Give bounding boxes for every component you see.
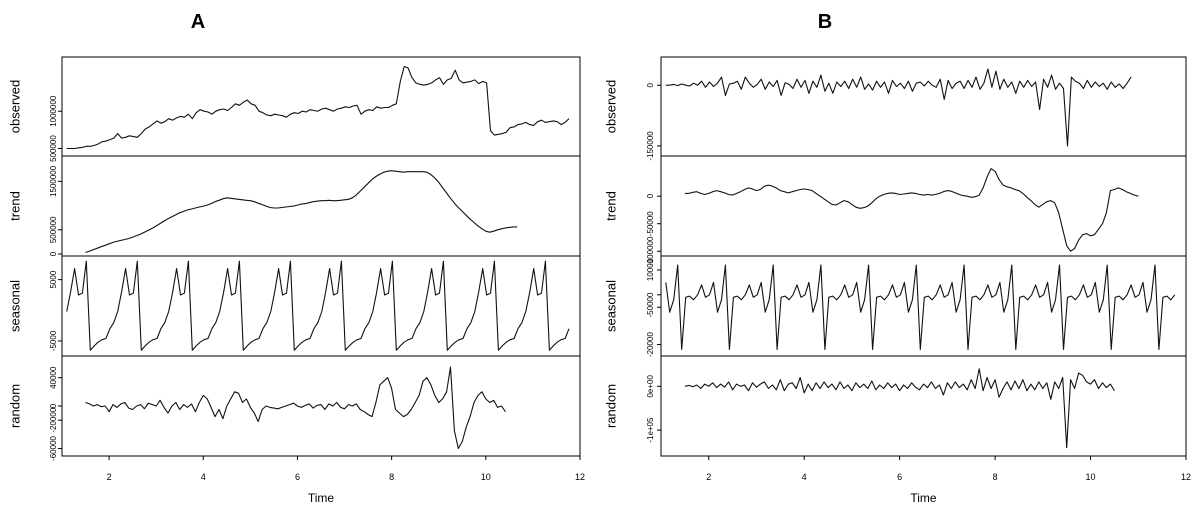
panel-label-seasonal: seasonal	[603, 280, 618, 332]
panel-trend: 1500000 500000 0 trend	[7, 155, 581, 257]
y-tick-label: 0	[646, 292, 655, 297]
series-line	[665, 68, 1132, 147]
x-tick-label: 2	[706, 472, 711, 482]
y-tick-label: 500000	[49, 135, 58, 162]
y-tick-label: -100000	[646, 236, 655, 266]
y-tick-label: 500000	[49, 216, 58, 243]
series-line	[66, 65, 570, 150]
y-tick-label: 10000	[646, 258, 655, 281]
panel-frame	[660, 56, 1187, 157]
x-tick-label: 10	[1086, 472, 1096, 482]
series-line	[684, 168, 1139, 252]
panel-observed: 1000000 500000 observed	[7, 56, 581, 162]
y-tick-label: 0	[646, 82, 655, 87]
panel-label-trend: trend	[7, 191, 22, 221]
x-tick-label: 12	[575, 472, 585, 482]
panel-frame	[61, 155, 581, 257]
panel-label-seasonal: seasonal	[7, 280, 22, 332]
y-tick-label: -20000	[646, 332, 655, 357]
chart-title: B	[818, 11, 832, 33]
panel-label-trend: trend	[603, 191, 618, 221]
x-tick-label: 8	[389, 472, 394, 482]
panel-seasonal: 5000 -5000 seasonal	[7, 255, 581, 357]
panel-frame	[61, 355, 581, 457]
panel-random: 0e+00 -1e+05 random	[603, 355, 1187, 457]
x-tick-label: 8	[993, 472, 998, 482]
series-line	[85, 366, 506, 450]
x-tick-label: 6	[295, 472, 300, 482]
panel-frame	[660, 355, 1187, 457]
x-axis-title: Time	[308, 491, 335, 505]
series-line	[684, 368, 1115, 449]
panel-label-observed: observed	[603, 80, 618, 133]
x-tick-label: 4	[201, 472, 206, 482]
chart-title: A	[191, 11, 205, 33]
x-tick-label: 2	[107, 472, 112, 482]
y-tick-label: 0	[49, 403, 58, 408]
y-tick-label: 0	[49, 251, 58, 256]
chart-b: B0-150000observed0-50000-100000trend1000…	[603, 11, 1191, 505]
x-tick-label: 10	[481, 472, 491, 482]
y-tick-label: 40000	[49, 366, 58, 389]
y-tick-label: -1e+05	[646, 417, 655, 443]
panel-trend: 0 -50000-100000 trend	[603, 155, 1187, 266]
series-line	[85, 170, 518, 254]
x-tick-label: 4	[802, 472, 807, 482]
y-tick-label: 1500000	[49, 165, 58, 197]
panel-label-random: random	[603, 384, 618, 428]
series-line	[66, 260, 570, 351]
x-tick-label: 12	[1181, 472, 1191, 482]
panel-seasonal: 10000 0-5000 -20000 seasonal	[603, 255, 1187, 357]
panel-label-random: random	[7, 384, 22, 428]
y-tick-label: 5000	[49, 270, 58, 288]
y-tick-label: 0	[646, 193, 655, 198]
chart-a: A 1000000 500000 observed 1500000 500000 0 tren…	[7, 11, 585, 505]
y-tick-label: -5000	[49, 330, 58, 351]
y-tick-label: 0e+00	[646, 375, 655, 398]
panel-observed: 0 -150000 observed	[603, 56, 1187, 161]
x-tick-label: 6	[897, 472, 902, 482]
panel-label-observed: observed	[7, 80, 22, 133]
y-tick-label: -5000	[646, 296, 655, 317]
y-tick-label: 1000000	[49, 95, 58, 127]
y-tick-label: -150000	[646, 131, 655, 161]
panel-frame	[61, 56, 581, 157]
x-axis-title: Time	[910, 491, 937, 505]
y-tick-label: -20000	[49, 407, 58, 432]
y-tick-label: -50000	[646, 211, 655, 236]
y-tick-label: -60000	[49, 435, 58, 460]
panel-random: 40000 0-20000 -60000 random	[7, 355, 581, 461]
series-line	[665, 264, 1176, 351]
